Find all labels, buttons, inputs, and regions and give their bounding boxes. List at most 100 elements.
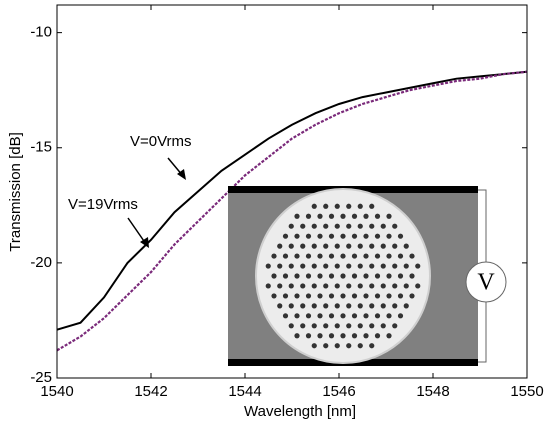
air-hole <box>340 293 346 299</box>
air-hole <box>386 253 392 259</box>
air-hole <box>357 263 363 269</box>
air-hole <box>311 203 317 209</box>
air-hole <box>415 263 421 269</box>
air-hole <box>363 273 369 279</box>
air-hole <box>334 283 340 289</box>
air-hole <box>305 273 312 279</box>
air-hole <box>409 253 415 259</box>
x-tick-label: 1544 <box>228 383 261 400</box>
air-hole <box>340 333 346 339</box>
air-hole <box>288 263 294 269</box>
air-hole <box>392 283 398 289</box>
air-hole <box>374 233 381 239</box>
air-hole <box>317 273 323 279</box>
x-tick-label: 1550 <box>510 383 543 400</box>
air-hole <box>328 253 335 259</box>
air-hole <box>346 323 352 329</box>
air-hole <box>380 243 386 249</box>
y-tick-label: -15 <box>30 139 52 156</box>
air-hole <box>323 303 329 309</box>
air-hole <box>340 273 346 279</box>
air-hole <box>386 233 392 239</box>
air-hole <box>294 333 300 339</box>
air-hole <box>323 283 329 289</box>
air-hole <box>271 273 277 279</box>
air-hole <box>369 263 375 269</box>
air-hole <box>328 233 335 239</box>
air-hole <box>346 223 352 229</box>
air-hole <box>392 303 398 309</box>
air-hole <box>346 243 352 249</box>
air-hole <box>403 283 409 289</box>
air-hole <box>386 213 392 219</box>
air-hole <box>300 283 306 289</box>
air-hole <box>311 323 317 329</box>
air-hole <box>380 263 386 269</box>
air-hole <box>369 243 375 249</box>
air-hole <box>351 333 358 339</box>
air-hole <box>409 273 415 279</box>
air-hole <box>282 233 289 239</box>
air-hole <box>380 323 386 329</box>
wire <box>478 302 487 363</box>
air-hole <box>374 333 381 339</box>
air-hole <box>300 263 306 269</box>
air-hole <box>386 313 392 319</box>
wire <box>478 189 487 262</box>
air-hole <box>323 343 329 349</box>
air-hole <box>271 253 277 259</box>
air-hole <box>397 253 404 259</box>
air-hole <box>351 293 358 299</box>
air-hole <box>357 223 363 229</box>
air-hole <box>300 243 306 249</box>
air-hole <box>305 293 312 299</box>
air-hole <box>346 343 352 349</box>
air-hole <box>374 213 381 219</box>
air-hole <box>403 303 409 309</box>
series-line <box>56 70 528 331</box>
air-hole <box>288 323 294 329</box>
air-hole <box>380 283 386 289</box>
air-hole <box>374 293 381 299</box>
air-hole <box>363 293 369 299</box>
air-hole <box>363 313 369 319</box>
y-axis-label: Transmission [dB] <box>7 132 24 251</box>
x-tick-label: 1548 <box>416 383 449 400</box>
air-hole <box>369 203 375 209</box>
air-hole <box>328 293 335 299</box>
air-hole <box>392 323 398 329</box>
air-hole <box>392 243 398 249</box>
air-hole <box>346 303 352 309</box>
air-hole <box>277 283 283 289</box>
air-hole <box>386 293 392 299</box>
air-hole <box>386 273 392 279</box>
air-hole <box>317 333 323 339</box>
air-hole <box>271 293 277 299</box>
air-hole <box>317 313 323 319</box>
air-hole <box>294 313 300 319</box>
air-hole <box>386 333 392 339</box>
air-hole <box>334 223 340 229</box>
air-hole <box>357 303 363 309</box>
air-hole <box>305 253 312 259</box>
arrow <box>127 217 147 245</box>
air-hole <box>282 253 289 259</box>
air-hole <box>357 283 363 289</box>
air-hole <box>277 303 283 309</box>
air-hole <box>340 233 346 239</box>
air-hole <box>351 253 358 259</box>
voltage-source <box>465 261 507 303</box>
air-hole <box>305 333 312 339</box>
air-hole <box>317 233 323 239</box>
air-hole <box>363 233 369 239</box>
air-hole <box>369 223 375 229</box>
air-hole <box>305 213 312 219</box>
air-hole <box>294 273 300 279</box>
arrow-head <box>177 169 186 180</box>
air-hole <box>374 253 381 259</box>
plot-frame <box>56 4 528 379</box>
air-hole <box>288 223 294 229</box>
air-hole <box>369 323 375 329</box>
air-hole <box>351 213 358 219</box>
air-hole <box>334 203 340 209</box>
